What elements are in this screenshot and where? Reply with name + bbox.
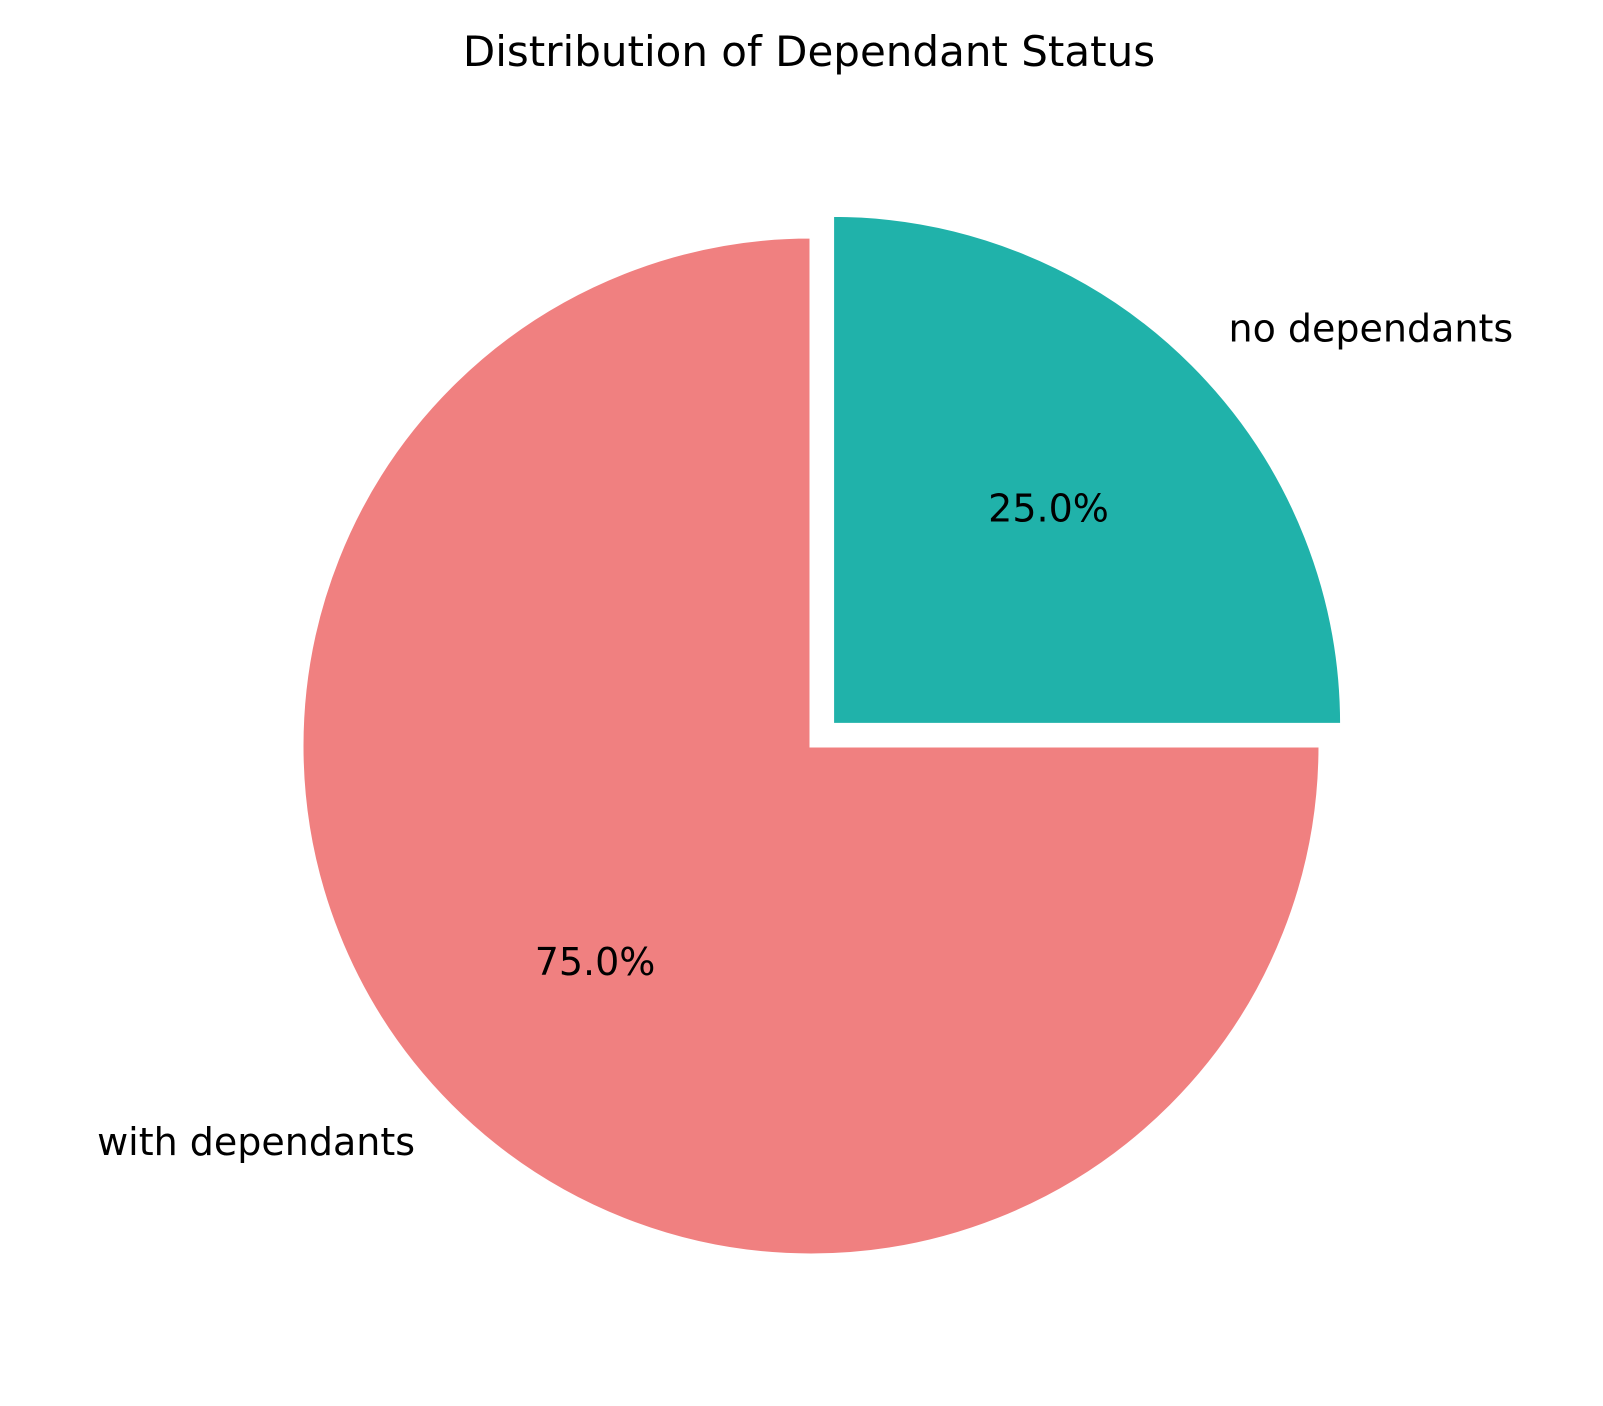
pie-labels: 25.0% no dependants 75.0% with dependants	[97, 306, 1513, 1163]
slice-label-no-dependants: no dependants	[1229, 306, 1514, 350]
pct-label-with-dependants: 75.0%	[535, 940, 656, 984]
pct-label-no-dependants: 25.0%	[988, 486, 1109, 530]
chart-title: Distribution of Dependant Status	[463, 27, 1155, 76]
pie-slices	[300, 213, 1344, 1257]
pie-slice-with-dependants	[300, 235, 1322, 1257]
pie-slice-no-dependants	[831, 213, 1344, 726]
slice-label-with-dependants: with dependants	[97, 1120, 415, 1164]
